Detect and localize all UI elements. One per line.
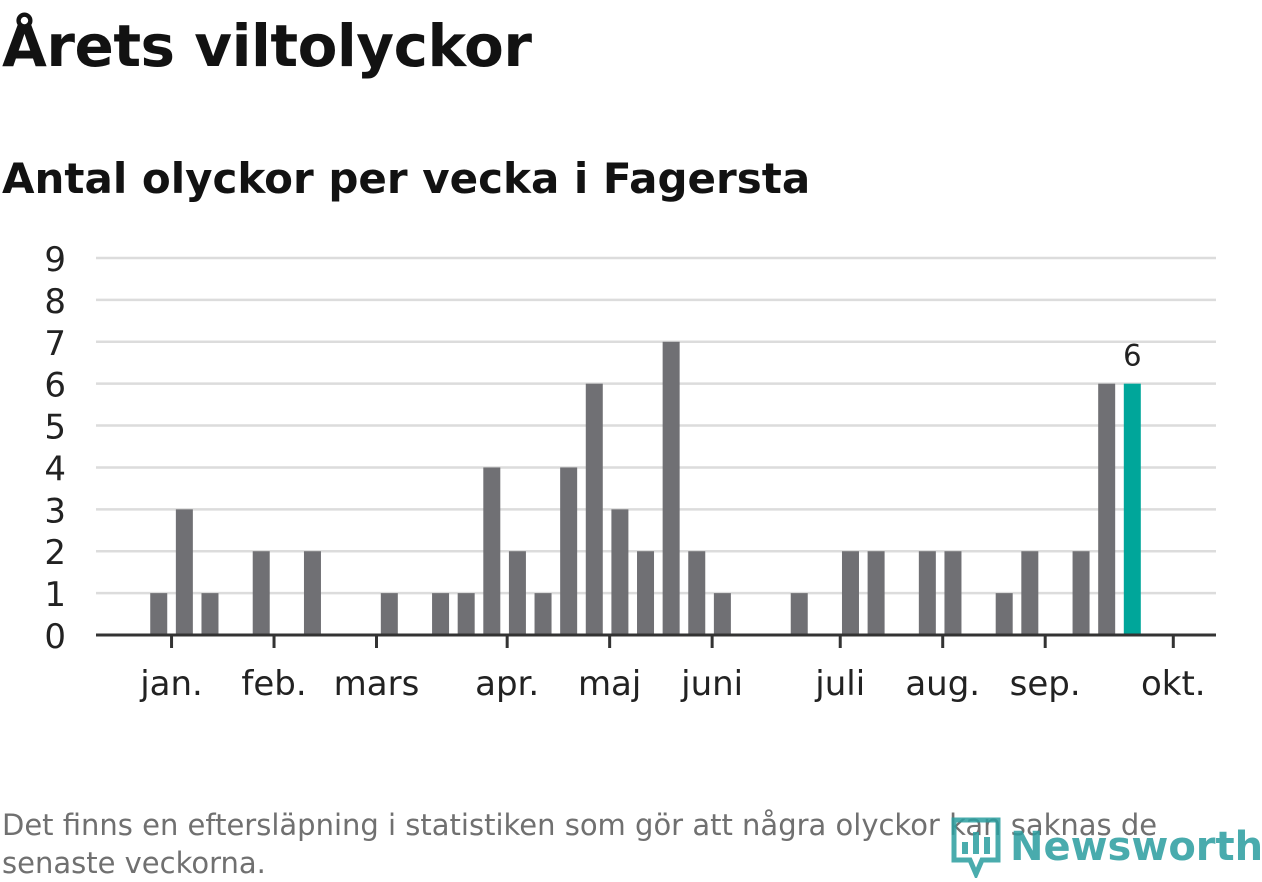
x-tick-label-sep.: sep. (1010, 664, 1081, 704)
bars (150, 341, 1141, 635)
y-tick-label-0: 0 (44, 617, 66, 657)
x-tick-label-juli: juli (814, 664, 865, 704)
newsworthy-logo: Newsworthy (950, 815, 1262, 879)
bar-week-21 (611, 509, 629, 635)
x-tick-label-okt.: okt. (1141, 664, 1206, 704)
y-tick-label-3: 3 (44, 491, 66, 531)
bar-week-17 (508, 551, 526, 635)
y-tick-label-5: 5 (44, 408, 66, 448)
bar-week-20 (585, 383, 603, 635)
x-tick-label-maj: maj (578, 664, 641, 704)
bar-week-22 (637, 551, 655, 635)
x-tick-label-apr.: apr. (475, 664, 539, 704)
y-tick-label-1: 1 (44, 575, 66, 615)
bar-week-24 (688, 551, 706, 635)
bar-week-40 (1098, 383, 1116, 635)
bar-week-33 (918, 551, 936, 635)
newsworthy-logo-icon (951, 817, 1001, 878)
bar-week-14 (432, 593, 450, 635)
bar-week-15 (457, 593, 475, 635)
bar-week-18 (534, 593, 552, 635)
annotations: 6 (1123, 339, 1141, 373)
bar-week-7 (252, 551, 270, 635)
bar-week-5 (201, 593, 219, 635)
chart-title: Årets viltolyckor (2, 12, 532, 80)
bar-week-19 (560, 467, 578, 635)
bar-week-39 (1072, 551, 1090, 635)
y-tick-label-4: 4 (44, 449, 66, 489)
x-tick-label-feb.: feb. (241, 664, 306, 704)
bar-week-37 (1021, 551, 1039, 635)
bar-week-36 (995, 593, 1013, 635)
x-axis-month-labels: jan. feb. mars apr. maj juni juli aug. sep. okt. (139, 664, 1205, 704)
x-tick-label-mars: mars (334, 664, 420, 704)
x-tick-label-aug.: aug. (905, 664, 980, 704)
x-axis (96, 633, 1216, 648)
bar-week-3 (150, 593, 168, 635)
bar-week-31 (867, 551, 885, 635)
bar-week-28 (790, 593, 808, 635)
bar-week-25 (713, 593, 731, 635)
y-tick-label-2: 2 (44, 533, 66, 573)
bar-highlighted-week-41 (1123, 383, 1141, 635)
bar-week-23 (662, 341, 680, 635)
y-tick-label-6: 6 (44, 366, 66, 406)
bar-week-9 (303, 551, 321, 635)
newsworthy-logo-text: Newsworthy (1010, 824, 1262, 870)
chart-subtitle: Antal olyckor per vecka i Fagersta (2, 154, 811, 203)
bar-week-34 (944, 551, 962, 635)
bar-week-30 (841, 551, 859, 635)
highlight-data-label: 6 (1123, 339, 1141, 373)
x-tick-label-jan.: jan. (139, 664, 203, 704)
y-tick-label-8: 8 (44, 282, 66, 322)
y-tick-label-9: 9 (44, 240, 66, 280)
y-tick-label-7: 7 (44, 324, 66, 364)
bar-week-16 (483, 467, 501, 635)
bar-week-4 (175, 509, 193, 635)
x-tick-label-juni: juni (680, 664, 743, 704)
gridlines (96, 256, 1216, 595)
bar-week-12 (380, 593, 398, 635)
footnote: Det finns en eftersläpning i statistiken… (2, 808, 1158, 880)
